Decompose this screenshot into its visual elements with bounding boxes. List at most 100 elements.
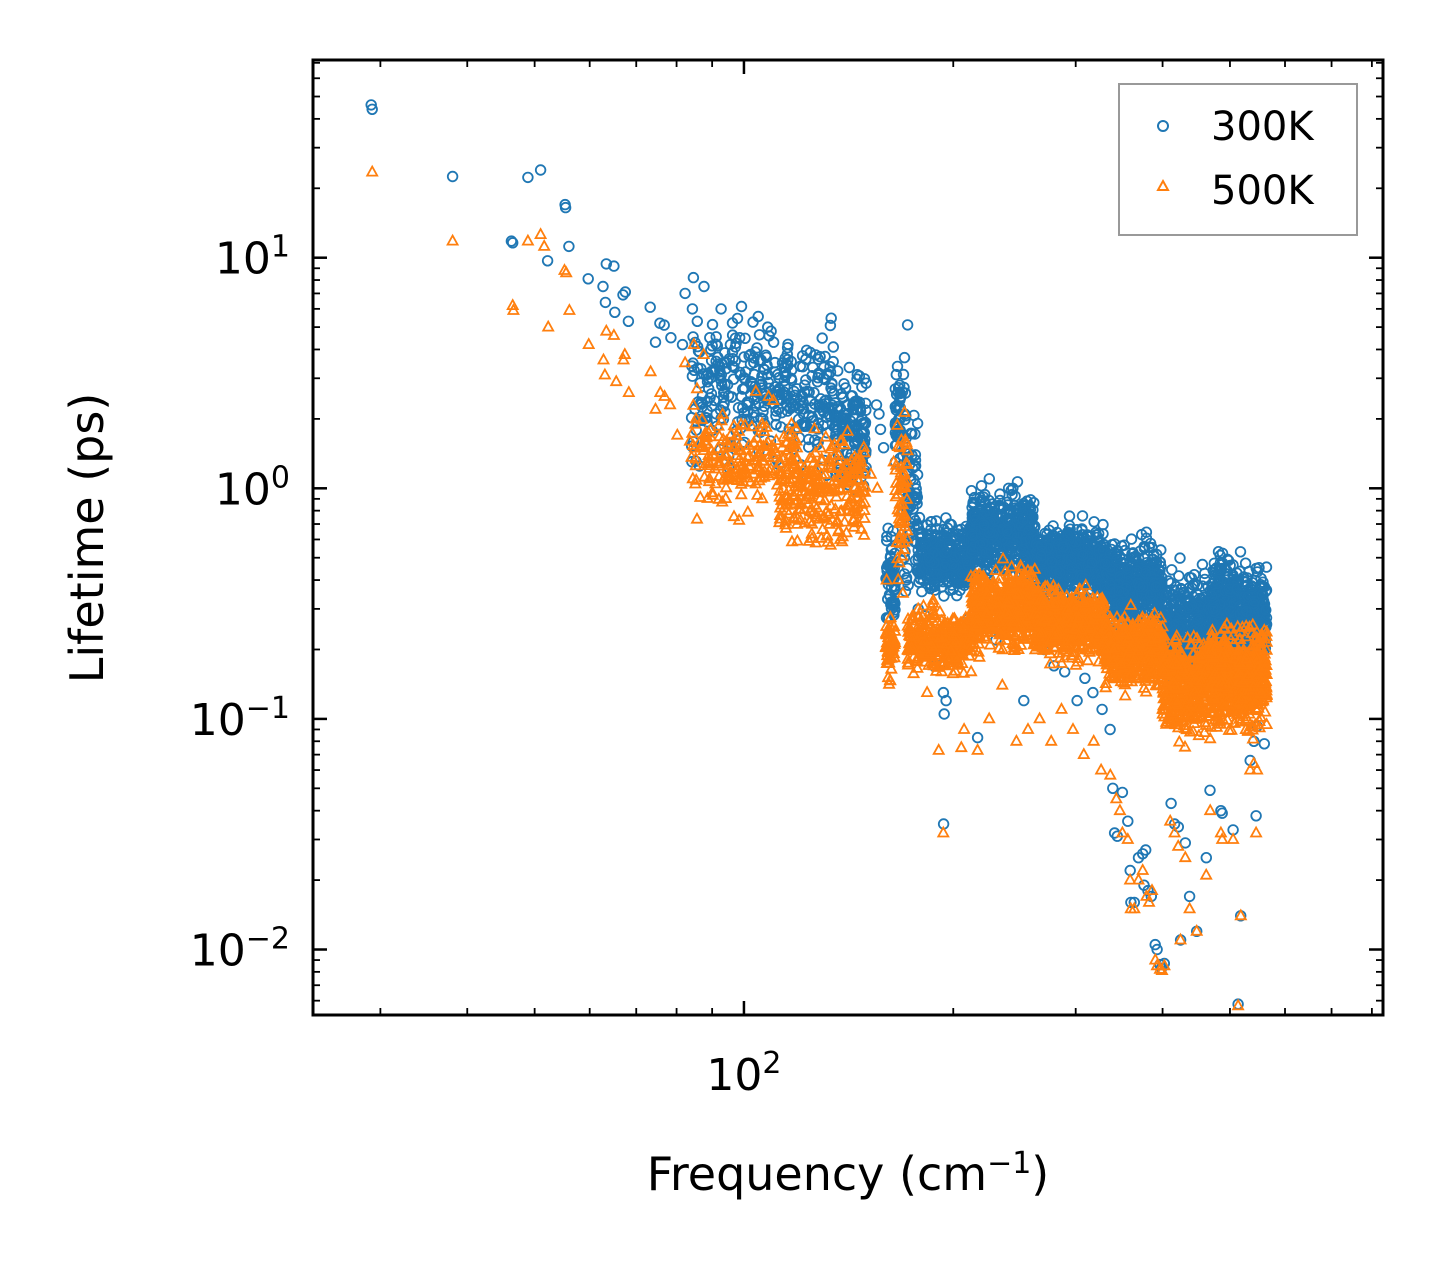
data-point-300k bbox=[705, 388, 718, 400]
data-point-300k bbox=[902, 452, 914, 464]
data-point-300k bbox=[758, 364, 771, 376]
data-point-300k bbox=[882, 522, 894, 535]
data-point-300k bbox=[726, 317, 739, 329]
data-point-300k bbox=[898, 568, 911, 580]
data-point-300k bbox=[851, 373, 863, 385]
data-point-300k bbox=[968, 491, 981, 504]
data-point-300k bbox=[923, 552, 936, 564]
data-point-300k bbox=[710, 331, 722, 343]
data-point-300k bbox=[940, 527, 952, 539]
data-point-300k bbox=[885, 596, 897, 608]
data-point-300k bbox=[803, 409, 815, 421]
data-point-300k bbox=[946, 558, 958, 570]
data-point-300k bbox=[814, 351, 826, 363]
data-point-300k bbox=[856, 417, 869, 430]
data-point-300k bbox=[752, 310, 764, 323]
data-point-300k bbox=[881, 530, 893, 543]
data-point-300k bbox=[943, 538, 955, 550]
data-point-300k bbox=[718, 391, 730, 403]
data-point-300k bbox=[974, 491, 986, 504]
data-point-300k bbox=[1015, 501, 1027, 513]
data-point-300k bbox=[965, 485, 978, 497]
data-point-300k bbox=[973, 555, 986, 567]
data-point-300k bbox=[788, 385, 800, 398]
data-point-300k bbox=[805, 402, 818, 414]
data-point-300k bbox=[1076, 510, 1089, 522]
data-point-300k bbox=[781, 348, 794, 360]
data-point-300k bbox=[909, 454, 922, 466]
data-point-300k bbox=[944, 584, 956, 596]
data-point-300k bbox=[977, 537, 990, 549]
data-point-300k bbox=[910, 483, 922, 495]
data-point-300k bbox=[881, 534, 893, 547]
data-point-300k bbox=[735, 300, 748, 313]
data-point-300k bbox=[1000, 507, 1013, 519]
data-point-300k bbox=[706, 340, 718, 352]
data-point-300k bbox=[753, 397, 765, 410]
data-point-300k bbox=[901, 319, 914, 331]
data-point-300k bbox=[912, 522, 925, 534]
data-point-300k bbox=[966, 512, 979, 524]
data-point-300k bbox=[922, 559, 934, 571]
data-point-300k bbox=[706, 318, 719, 331]
data-point-300k bbox=[953, 578, 966, 590]
data-point-300k bbox=[770, 418, 782, 431]
data-point-300k bbox=[744, 358, 757, 370]
data-point-300k bbox=[995, 548, 1007, 561]
data-point-300k bbox=[898, 351, 911, 364]
data-point-300k bbox=[969, 509, 981, 521]
data-point-300k bbox=[978, 519, 990, 531]
data-point-300k bbox=[839, 382, 852, 394]
data-point-300k bbox=[748, 406, 760, 419]
data-point-300k bbox=[748, 352, 760, 364]
data-point-300k bbox=[756, 370, 768, 382]
data-point-300k bbox=[781, 342, 794, 354]
data-point-300k bbox=[1007, 482, 1019, 495]
data-point-300k bbox=[1004, 535, 1016, 548]
data-point-300k bbox=[825, 382, 837, 394]
data-point-300k bbox=[753, 329, 766, 341]
data-point-300k bbox=[941, 533, 953, 545]
data-point-300k bbox=[688, 364, 700, 377]
data-point-300k bbox=[1000, 513, 1013, 525]
data-point-300k bbox=[899, 413, 911, 426]
data-point-300k bbox=[686, 370, 699, 382]
data-point-300k bbox=[939, 561, 951, 573]
data-point-300k bbox=[825, 312, 837, 324]
data-point-300k bbox=[994, 488, 1006, 500]
data-point-300k bbox=[1017, 543, 1029, 556]
data-point-300k bbox=[994, 494, 1006, 507]
data-point-300k bbox=[913, 511, 926, 524]
data-point-300k bbox=[1076, 529, 1089, 541]
data-point-300k bbox=[1009, 502, 1022, 514]
data-point-300k bbox=[755, 412, 767, 424]
data-point-300k bbox=[975, 480, 988, 492]
data-point-300k bbox=[770, 410, 782, 422]
data-point-300k bbox=[1017, 514, 1029, 526]
data-point-300k bbox=[785, 397, 797, 409]
data-point-300k bbox=[980, 547, 992, 559]
data-point-300k bbox=[949, 551, 961, 563]
data-point-300k bbox=[911, 491, 924, 503]
data-point-300k bbox=[938, 590, 950, 602]
data-point-300k bbox=[983, 473, 996, 485]
data-point-300k bbox=[819, 350, 831, 363]
data-point-300k bbox=[843, 361, 856, 374]
data-point-300k bbox=[890, 368, 903, 381]
data-point-300k bbox=[796, 350, 809, 362]
data-point-300k bbox=[991, 539, 1003, 552]
data-point-300k bbox=[824, 319, 837, 332]
data-point-300k bbox=[708, 394, 721, 407]
data-point-300k bbox=[718, 397, 730, 410]
data-point-300k bbox=[860, 377, 872, 389]
data-point-300k bbox=[913, 576, 925, 588]
data-point-300k bbox=[832, 365, 844, 377]
data-point-300k bbox=[739, 366, 752, 378]
data-point-300k bbox=[747, 378, 759, 390]
data-point-300k bbox=[919, 537, 932, 550]
data-point-300k bbox=[966, 528, 978, 541]
data-point-300k bbox=[816, 332, 828, 344]
data-point-300k bbox=[1019, 533, 1032, 545]
data-point-300k bbox=[853, 370, 866, 382]
data-point-300k bbox=[929, 580, 941, 593]
